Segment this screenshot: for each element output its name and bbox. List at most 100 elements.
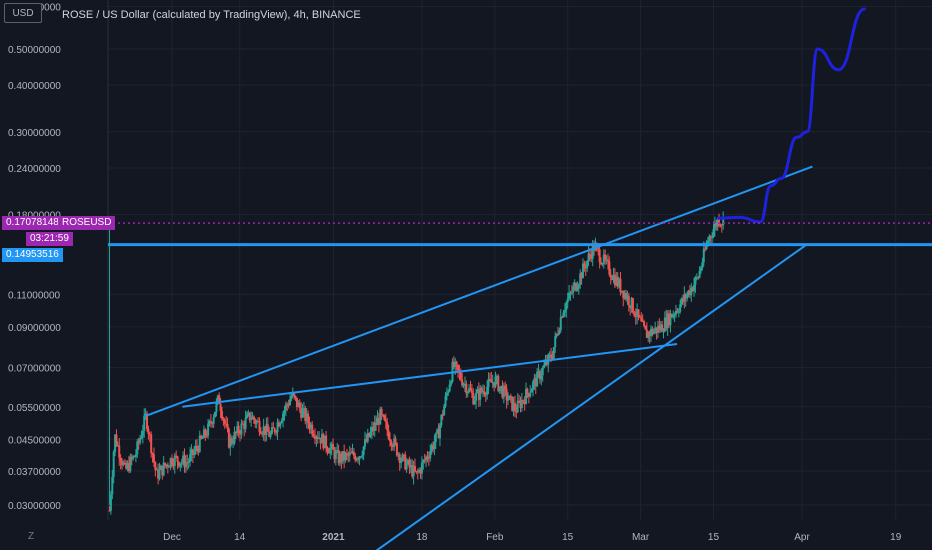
candle-body: [423, 460, 426, 462]
candle-body: [154, 462, 157, 470]
x-tick-label: Feb: [486, 532, 504, 543]
currency-badge[interactable]: USD: [4, 3, 42, 23]
candle-body: [494, 376, 497, 387]
candle-body: [165, 464, 168, 467]
candle-body: [652, 330, 655, 335]
candle-body: [394, 438, 397, 444]
candle-body: [115, 434, 118, 446]
projection-path[interactable]: [717, 7, 866, 224]
candle-body: [315, 436, 318, 439]
candle-body: [620, 290, 623, 293]
candle-body: [461, 379, 464, 386]
candle-body: [708, 236, 711, 241]
candle-body: [654, 327, 657, 331]
lower-channel-line[interactable]: [370, 243, 808, 550]
candle-body: [361, 455, 364, 457]
candle-body: [699, 267, 702, 271]
candle-body: [655, 327, 658, 333]
candle-body: [295, 397, 298, 407]
x-tick-label: 15: [562, 532, 574, 543]
candle-body: [462, 383, 465, 386]
candle-body: [339, 453, 341, 464]
candle-body: [205, 435, 208, 437]
candle-body: [645, 329, 648, 338]
candle-body: [444, 395, 447, 407]
candle-body: [404, 454, 407, 470]
candle-body: [470, 390, 473, 394]
candle-body: [277, 422, 280, 427]
x-axis: Dec 14 2021 18 Feb 15 Mar 15 Apr 19: [163, 532, 902, 543]
candle-body: [190, 449, 193, 455]
candle-body: [538, 371, 541, 380]
candle-body: [343, 451, 346, 461]
candle-body: [411, 465, 414, 477]
candle-body: [230, 438, 233, 444]
candle-body: [245, 414, 248, 419]
candle-body: [691, 287, 694, 292]
candle-body: [561, 316, 564, 318]
candle-body: [615, 276, 618, 286]
candle-body: [662, 331, 665, 333]
candle-body: [591, 244, 594, 259]
middle-trend-line[interactable]: [182, 343, 678, 408]
candle-body: [551, 357, 554, 359]
candle-body: [258, 421, 261, 433]
candle-body: [420, 462, 423, 474]
candle-body: [437, 429, 440, 439]
zoom-button[interactable]: Z: [27, 531, 35, 542]
candle-body: [365, 439, 368, 442]
candle-body: [436, 429, 439, 433]
candle-body: [668, 313, 671, 326]
candle-body: [250, 419, 253, 421]
candle-body: [298, 402, 301, 409]
candle-body: [419, 469, 422, 474]
candle-body: [432, 445, 435, 450]
candle-body: [291, 393, 294, 397]
candle-body: [244, 418, 247, 429]
candle-body: [202, 429, 205, 438]
y-tick-label: 0.24000000: [8, 164, 61, 175]
candle-body: [322, 434, 325, 449]
candle-body: [201, 437, 204, 439]
candle-body: [438, 425, 441, 439]
candle-body: [579, 273, 582, 285]
candle-body: [455, 361, 458, 365]
candle-body: [384, 420, 387, 423]
candle-body: [554, 336, 557, 348]
candle-body: [401, 454, 404, 461]
candle-body: [586, 260, 589, 269]
candle-body: [669, 313, 672, 326]
candle-body: [493, 382, 496, 387]
candle-body: [512, 402, 515, 411]
candle-body: [647, 331, 650, 338]
y-tick-label: 0.40000000: [8, 81, 61, 92]
candle-body: [121, 461, 124, 466]
candle-body: [254, 420, 257, 424]
candle-body: [508, 395, 511, 400]
candle-body: [357, 458, 360, 460]
candle-body: [266, 424, 269, 432]
candle-body: [209, 421, 212, 423]
candle-body: [218, 395, 221, 404]
candle-body: [408, 459, 411, 468]
x-tick-label: Dec: [163, 532, 181, 543]
candle-body: [429, 451, 432, 459]
candle-body: [447, 391, 450, 393]
candle-body: [351, 451, 354, 454]
candle-body: [319, 437, 322, 444]
candle-body: [358, 456, 361, 460]
upper-channel-line[interactable]: [145, 165, 813, 417]
trend-drawings[interactable]: [108, 7, 932, 550]
candle-body: [552, 347, 555, 359]
candle-body: [683, 294, 686, 302]
candle-body: [151, 453, 154, 455]
candle-body: [483, 391, 486, 395]
candle-body: [282, 413, 285, 421]
candle-body: [457, 364, 460, 371]
candle-body: [243, 423, 246, 429]
candle-body: [590, 254, 593, 259]
candle-body: [220, 411, 223, 419]
candle-body: [152, 454, 155, 463]
